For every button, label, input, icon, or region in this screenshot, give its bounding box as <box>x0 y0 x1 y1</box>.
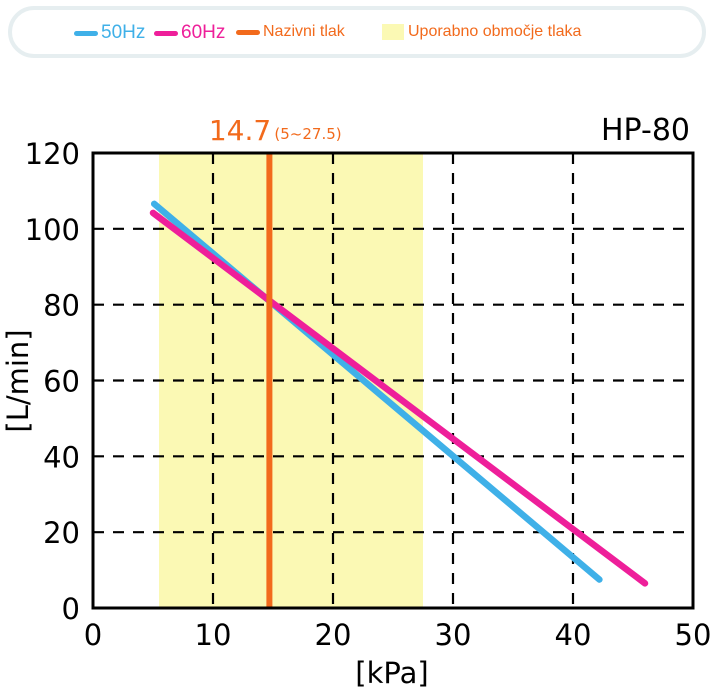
y-tick-label: 100 <box>25 213 80 247</box>
tick-labels: 0 10 20 30 40 50 0 20 40 60 80 100 120 <box>25 137 712 652</box>
legend-swatch-50hz <box>74 30 98 36</box>
y-axis-label: [L/min] <box>1 329 35 432</box>
legend-item-range: Uporabno območje tlaka <box>382 23 581 41</box>
x-tick-label: 20 <box>315 618 352 652</box>
x-tick-label: 0 <box>84 618 102 652</box>
legend-label-rated: Nazivni tlak <box>263 23 345 40</box>
x-tick-label: 10 <box>195 618 232 652</box>
legend: 50Hz 60Hz Nazivni tlak Uporabno območje … <box>8 6 706 58</box>
y-tick-label: 120 <box>25 137 80 171</box>
x-tick-label: 50 <box>675 618 712 652</box>
y-tick-label: 80 <box>43 289 80 323</box>
legend-swatch-rated <box>236 29 260 35</box>
rated-annotation: 14.7 <box>209 114 271 147</box>
legend-label-50hz: 50Hz <box>101 22 146 43</box>
series-group <box>149 200 649 587</box>
plot-frame <box>91 151 695 610</box>
y-tick-label: 0 <box>62 592 80 626</box>
legend-swatch-60hz <box>154 30 178 36</box>
legend-item-50hz: 50Hz <box>74 22 145 44</box>
y-tick-label: 20 <box>43 516 80 550</box>
range-annotation: (5~27.5) <box>274 125 341 143</box>
legend-item-rated: Nazivni tlak <box>236 23 345 41</box>
series-line-60hz <box>149 209 649 587</box>
legend-label-60hz: 60Hz <box>181 22 226 43</box>
x-tick-label: 30 <box>435 618 472 652</box>
y-tick-label: 40 <box>43 440 80 474</box>
chart-title: HP-80 <box>601 113 690 148</box>
x-tick-label: 40 <box>555 618 592 652</box>
legend-item-60hz: 60Hz <box>154 22 225 44</box>
y-tick-label: 60 <box>43 365 80 399</box>
legend-label-range: Uporabno območje tlaka <box>408 23 582 40</box>
x-axis-label: [kPa] <box>355 656 428 690</box>
legend-swatch-range <box>382 24 404 40</box>
grid <box>93 153 693 608</box>
